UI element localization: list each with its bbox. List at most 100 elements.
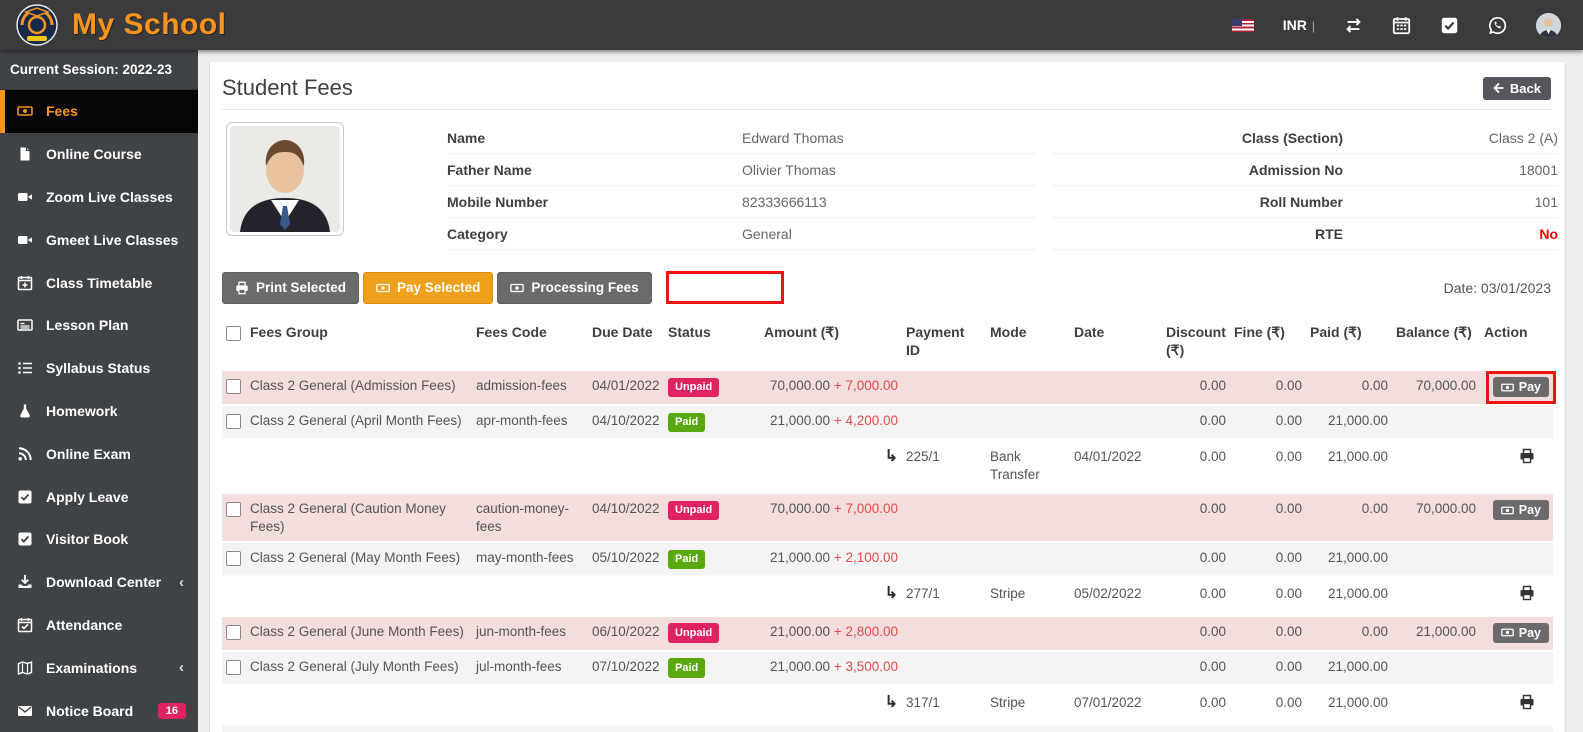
info-value: No <box>1343 217 1558 250</box>
fees-group-cell: Class 2 General (May Month Fees) <box>250 550 461 566</box>
print-receipt-icon[interactable] <box>1519 585 1535 601</box>
payment-id-cell: 225/1 <box>906 449 940 465</box>
mode-cell <box>986 405 1070 438</box>
row-checkbox[interactable] <box>226 502 241 518</box>
action-cell: Pay <box>1480 370 1556 405</box>
sidebar-item-online-exam[interactable]: Online Exam <box>0 432 198 475</box>
sidebar-item-examinations[interactable]: Examinations ‹ <box>0 646 198 689</box>
user-avatar[interactable] <box>1536 12 1561 38</box>
sidebar-item-syllabus-status[interactable]: Syllabus Status <box>0 347 198 390</box>
row-checkbox[interactable] <box>226 659 241 675</box>
discount-cell: 0.00 <box>1199 658 1226 674</box>
info-label: Name <box>447 122 742 154</box>
student-summary: Name Edward Thomas Father Name Olivier Thom… <box>222 120 1558 250</box>
balance-cell <box>1392 405 1480 438</box>
discount-cell: 0.00 <box>1199 413 1226 429</box>
sidebar-item-download-center[interactable]: Download Center ‹ <box>0 561 198 604</box>
page-title: Student Fees <box>222 75 353 100</box>
print-receipt-icon[interactable] <box>1519 448 1535 464</box>
payment-id-cell: 277/1 <box>906 586 940 602</box>
sidebar-item-homework[interactable]: Homework <box>0 390 198 433</box>
info-row-class-section: Class (Section) Class 2 (A) <box>1053 122 1558 154</box>
topbar-actions: INR <box>1231 12 1583 38</box>
amount-cell: ↳ <box>760 684 902 724</box>
status-badge: Unpaid <box>668 623 720 643</box>
info-row-category: Category General <box>447 217 1035 250</box>
fees-code-cell: may-month-fees <box>476 550 574 566</box>
sidebar-item-class-timetable[interactable]: Class Timetable <box>0 261 198 304</box>
status-cell: Paid <box>664 542 760 575</box>
payment-detail-row: ↳ 225/1 Bank Transfer 04/01/2022 0.00 0.00 21,… <box>222 438 1553 494</box>
discount-cell: 0.00 <box>1199 501 1226 517</box>
processing-fees-button[interactable]: Processing Fees <box>497 271 652 304</box>
action-cell <box>1480 439 1553 494</box>
check-square-icon <box>17 531 33 547</box>
row-checkbox[interactable] <box>226 414 241 430</box>
tasks-icon[interactable] <box>1440 16 1459 35</box>
due-date-cell: 06/10/2022 <box>592 623 660 639</box>
amount-fine-extra: + 7,000.00 <box>833 501 898 517</box>
pay-button[interactable]: Pay <box>1492 500 1549 521</box>
print-receipt-icon[interactable] <box>1519 694 1535 710</box>
whatsapp-icon[interactable] <box>1488 16 1507 35</box>
sidebar-item-fees[interactable]: Fees <box>0 90 198 133</box>
amount-cell: 21,000.00 + 4,200.00 <box>760 405 902 438</box>
action-cell <box>1480 576 1553 616</box>
info-label: Father Name <box>447 153 742 186</box>
fee-row: Class 2 General (Admission Fees) admissio… <box>222 370 1556 406</box>
sidebar-item-label: Gmeet Live Classes <box>46 231 179 248</box>
row-checkbox[interactable] <box>226 551 241 567</box>
pay-selected-button[interactable]: Pay Selected <box>363 271 494 304</box>
date-cell <box>1070 493 1162 542</box>
sidebar-item-label: Examinations <box>46 659 138 676</box>
row-checkbox[interactable] <box>226 624 241 640</box>
amount-fine-extra: + 3,500.00 <box>833 658 898 674</box>
sidebar-item-online-course[interactable]: Online Course <box>0 133 198 176</box>
col-header-paid: Paid (₹) <box>1310 324 1362 340</box>
amount-fine-extra: + 7,000.00 <box>833 378 898 394</box>
pay-button[interactable]: Pay <box>1492 377 1549 398</box>
fee-row: Class 2 General (Caution Money Fees) caut… <box>222 493 1553 543</box>
sidebar-item-apply-leave[interactable]: Apply Leave <box>0 475 198 518</box>
sidebar-item-label: Zoom Live Classes <box>46 188 173 205</box>
pay-button[interactable]: Pay <box>1492 622 1549 643</box>
sidebar-item-attendance[interactable]: Attendance <box>0 604 198 647</box>
fees-group-cell: Class 2 General (April Month Fees) <box>250 413 462 429</box>
payment-id-cell <box>902 616 986 651</box>
exchange-icon[interactable] <box>1344 16 1363 35</box>
topbar: My School INR <box>0 0 1583 50</box>
sidebar-item-visitor-book[interactable]: Visitor Book <box>0 518 198 561</box>
amount-fine-extra: + 2,800.00 <box>833 623 898 639</box>
paid-cell: 21,000.00 <box>1327 658 1388 674</box>
sidebar-item-label: Homework <box>46 402 118 419</box>
calendar-icon[interactable] <box>1392 16 1411 35</box>
amount-value: 21,000.00 <box>769 658 831 674</box>
fees-group-cell: Class 2 General (Caution Money Fees) <box>250 501 446 534</box>
sidebar-item-notice-board[interactable]: Notice Board 16 <box>0 689 198 732</box>
col-header-date: Date <box>1074 324 1105 340</box>
balance-cell <box>1392 439 1480 494</box>
row-checkbox[interactable] <box>226 379 241 395</box>
payment-id-cell <box>902 405 986 438</box>
money-icon <box>376 283 390 292</box>
print-selected-button[interactable]: Print Selected <box>222 271 360 304</box>
status-cell: Paid <box>664 724 760 732</box>
payment-id-cell: 317/1 <box>906 694 940 710</box>
sidebar-item-label: Class Timetable <box>46 274 153 291</box>
card-icon <box>17 317 33 333</box>
sub-row-arrow-icon: ↳ <box>884 448 898 466</box>
info-label: Class (Section) <box>1053 122 1343 154</box>
select-all-checkbox[interactable] <box>226 325 241 341</box>
amount-value: 70,000.00 <box>769 378 831 394</box>
brand[interactable]: My School <box>0 4 227 46</box>
back-button[interactable]: Back <box>1482 76 1551 100</box>
status-badge: Unpaid <box>668 500 720 521</box>
mode-cell <box>986 616 1070 651</box>
printer-icon <box>236 281 248 294</box>
language-flag-icon[interactable] <box>1231 18 1254 32</box>
sidebar-item-lesson-plan[interactable]: Lesson Plan <box>0 304 198 347</box>
discount-cell: 0.00 <box>1199 550 1226 566</box>
sidebar-item-gmeet-live-classes[interactable]: Gmeet Live Classes <box>0 218 198 261</box>
currency-selector[interactable]: INR <box>1283 17 1315 33</box>
sidebar-item-zoom-live-classes[interactable]: Zoom Live Classes <box>0 176 198 219</box>
